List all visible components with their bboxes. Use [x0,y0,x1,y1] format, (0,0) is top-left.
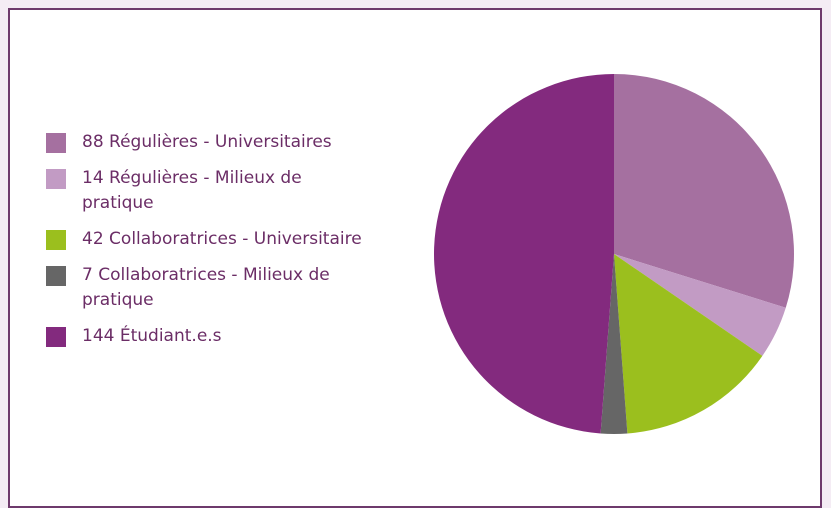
legend-swatch [46,266,66,286]
legend-value: 144 [82,326,115,346]
legend-item: 7 Collaboratrices - Milieux de pratique [46,263,366,313]
pie-slice [614,74,794,308]
legend-swatch [46,133,66,153]
legend-name: Collaboratrices - Milieux de pratique [82,265,330,310]
pie-slice [614,254,763,434]
pie-chart [433,74,794,435]
legend-name: Collaboratrices - Universitaire [109,229,362,249]
page: 88 Régulières - Universitaires 14 Réguliè… [8,8,822,508]
legend-swatch [46,169,66,189]
legend: 88 Régulières - Universitaires 14 Réguliè… [46,130,366,360]
pie-slice [600,254,628,435]
legend-label: 7 Collaboratrices - Milieux de pratique [82,263,366,313]
legend-swatch [46,230,66,250]
legend-label: 42 Collaboratrices - Universitaire [82,227,362,252]
legend-value: 7 [82,265,93,285]
legend-label: 144 Étudiant.e.s [82,324,222,349]
legend-item: 88 Régulières - Universitaires [46,130,366,155]
pie-slice [433,74,614,434]
legend-name: Régulières - Milieux de pratique [82,168,302,213]
legend-item: 144 Étudiant.e.s [46,324,366,349]
legend-swatch [46,327,66,347]
legend-value: 88 [82,132,104,152]
legend-name: Étudiant.e.s [119,326,222,346]
legend-label: 88 Régulières - Universitaires [82,130,332,155]
legend-label: 14 Régulières - Milieux de pratique [82,166,366,216]
legend-item: 14 Régulières - Milieux de pratique [46,166,366,216]
legend-name: Régulières - Universitaires [109,132,332,152]
pie-slice [614,254,786,356]
legend-item: 42 Collaboratrices - Universitaire [46,227,366,252]
legend-value: 42 [82,229,104,249]
legend-value: 14 [82,168,104,188]
